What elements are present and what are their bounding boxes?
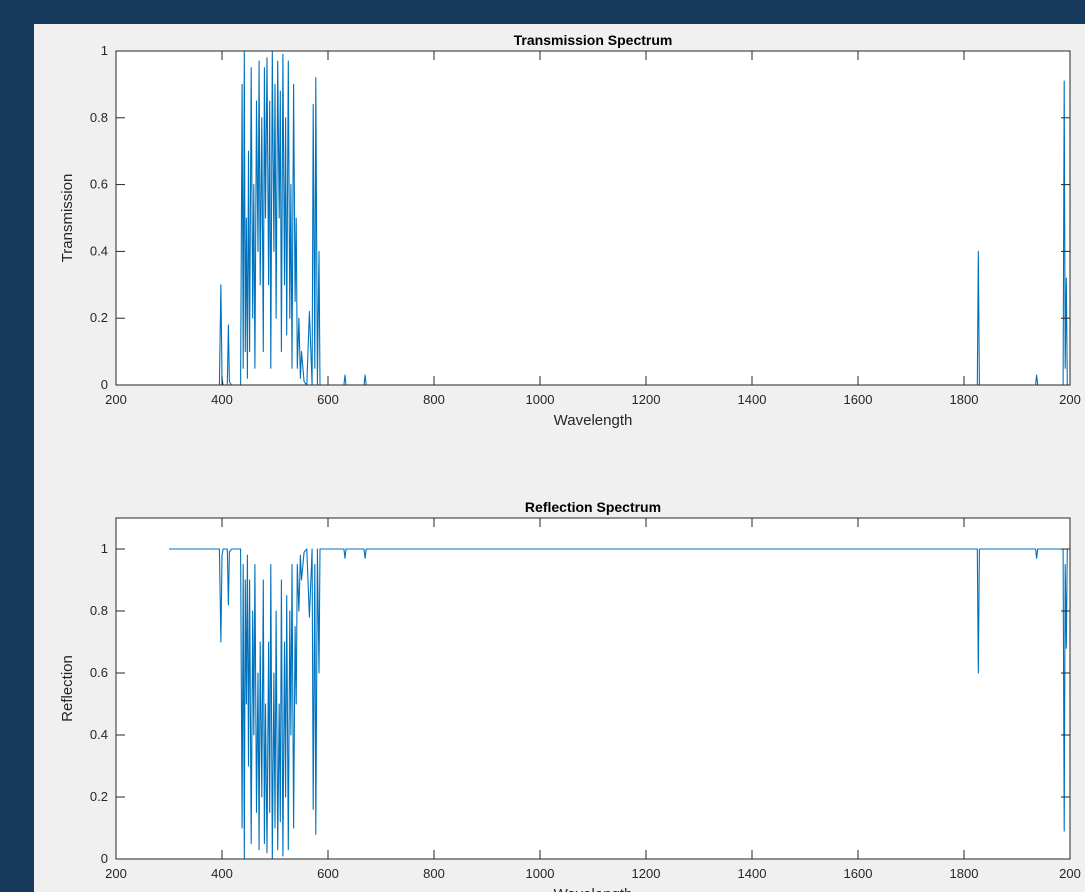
transmission-y-tick-label: 0.8 <box>90 110 108 125</box>
reflection-y-tick-label: 0 <box>101 851 108 866</box>
transmission-y-tick-label: 0 <box>101 377 108 392</box>
reflection-y-tick-label: 0.2 <box>90 789 108 804</box>
figure-window: 200 400 600 800 1000 1200 1400 1600 1800 200 0 0.2 0… <box>34 24 1085 892</box>
transmission-y-axis-label: Transmission <box>59 174 76 263</box>
transmission-x-tick-label: 200 <box>105 392 127 407</box>
transmission-y-tick-label: 0.6 <box>90 177 108 192</box>
reflection-series-line <box>169 548 1068 860</box>
transmission-x-tick-label: 1000 <box>526 392 555 407</box>
figure-canvas: 200 400 600 800 1000 1200 1400 1600 1800 20000.20… <box>59 32 1081 892</box>
reflection-chart-title: Reflection Spectrum <box>525 499 661 515</box>
transmission-axes-box <box>115 50 1071 386</box>
reflection-x-tick-label: 800 <box>423 866 445 881</box>
transmission-x-tick-label: 400 <box>211 392 233 407</box>
reflection-axes-box <box>115 517 1071 860</box>
reflection-x-tick-label: 1000 <box>526 866 555 881</box>
transmission-x-tick-label: 1800 <box>950 392 979 407</box>
transmission-x-tick-label: 200 <box>1059 392 1081 407</box>
reflection-y-axis-label: Reflection <box>59 655 76 722</box>
reflection-x-tick-label: 200 <box>105 866 127 881</box>
transmission-y-tick-label: 1 <box>101 43 108 58</box>
transmission-y-tick-label: 0.2 <box>90 310 108 325</box>
transmission-x-tick-label: 1600 <box>844 392 873 407</box>
transmission-axes: 200 400 600 800 1000 1200 1400 1600 1800 20000.20… <box>59 32 1081 429</box>
transmission-x-tick-label: 600 <box>317 392 339 407</box>
reflection-y-tick-label: 0.8 <box>90 603 108 618</box>
reflection-x-tick-label: 1800 <box>950 866 979 881</box>
transmission-x-tick-label: 1200 <box>632 392 661 407</box>
reflection-axes: 200 400 600 800 1000 1200 1400 1600 1800 20000.20… <box>59 499 1081 892</box>
transmission-chart-title: Transmission Spectrum <box>514 32 673 48</box>
reflection-x-tick-label: 200 <box>1059 866 1081 881</box>
reflection-y-tick-label: 0.6 <box>90 665 108 680</box>
transmission-x-axis-label: Wavelength <box>554 412 633 429</box>
transmission-y-tick-label: 0.4 <box>90 243 108 258</box>
transmission-x-tick-label: 1400 <box>738 392 767 407</box>
reflection-x-tick-label: 600 <box>317 866 339 881</box>
reflection-x-tick-label: 400 <box>211 866 233 881</box>
reflection-x-axis-label: Wavelength <box>554 886 633 892</box>
transmission-x-tick-label: 800 <box>423 392 445 407</box>
reflection-x-tick-label: 1400 <box>738 866 767 881</box>
reflection-y-tick-label: 0.4 <box>90 727 108 742</box>
reflection-x-tick-label: 1600 <box>844 866 873 881</box>
reflection-y-tick-label: 1 <box>101 541 108 556</box>
reflection-x-tick-label: 1200 <box>632 866 661 881</box>
